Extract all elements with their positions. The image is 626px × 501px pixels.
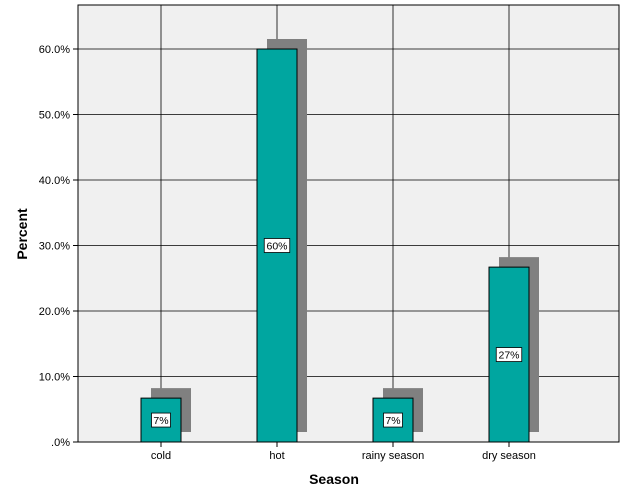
data-label-box — [383, 412, 403, 428]
x-tick-label: cold — [151, 450, 171, 462]
y-tick-label: .0% — [51, 437, 70, 449]
data-label-box — [495, 347, 523, 362]
y-tick-label: 10.0% — [39, 372, 70, 384]
data-label-box — [151, 412, 171, 428]
x-tick-label: dry season — [482, 450, 536, 462]
x-axis-ticks: cold hot rainy season dry season — [151, 442, 536, 462]
data-label: 7% — [153, 415, 168, 427]
data-label: 27% — [498, 350, 519, 362]
x-axis-title: Season — [309, 471, 359, 487]
bars: 7% 60% 7% 27% — [140, 39, 539, 443]
data-label: 7% — [385, 415, 400, 427]
y-axis-ticks: .0% 10.0% 20.0% 30.0% 40.0% 50.0% 60.0% — [39, 44, 78, 449]
x-tick-label: rainy season — [362, 450, 424, 462]
y-axis-title: Percent — [14, 208, 30, 260]
y-tick-label: 20.0% — [39, 306, 70, 318]
y-tick-label: 60.0% — [39, 44, 70, 56]
x-tick-label: hot — [269, 450, 284, 462]
y-tick-label: 40.0% — [39, 175, 70, 187]
y-tick-label: 50.0% — [39, 110, 70, 122]
data-label-box — [263, 238, 291, 253]
y-tick-label: 30.0% — [39, 241, 70, 253]
data-label: 60% — [266, 241, 287, 253]
